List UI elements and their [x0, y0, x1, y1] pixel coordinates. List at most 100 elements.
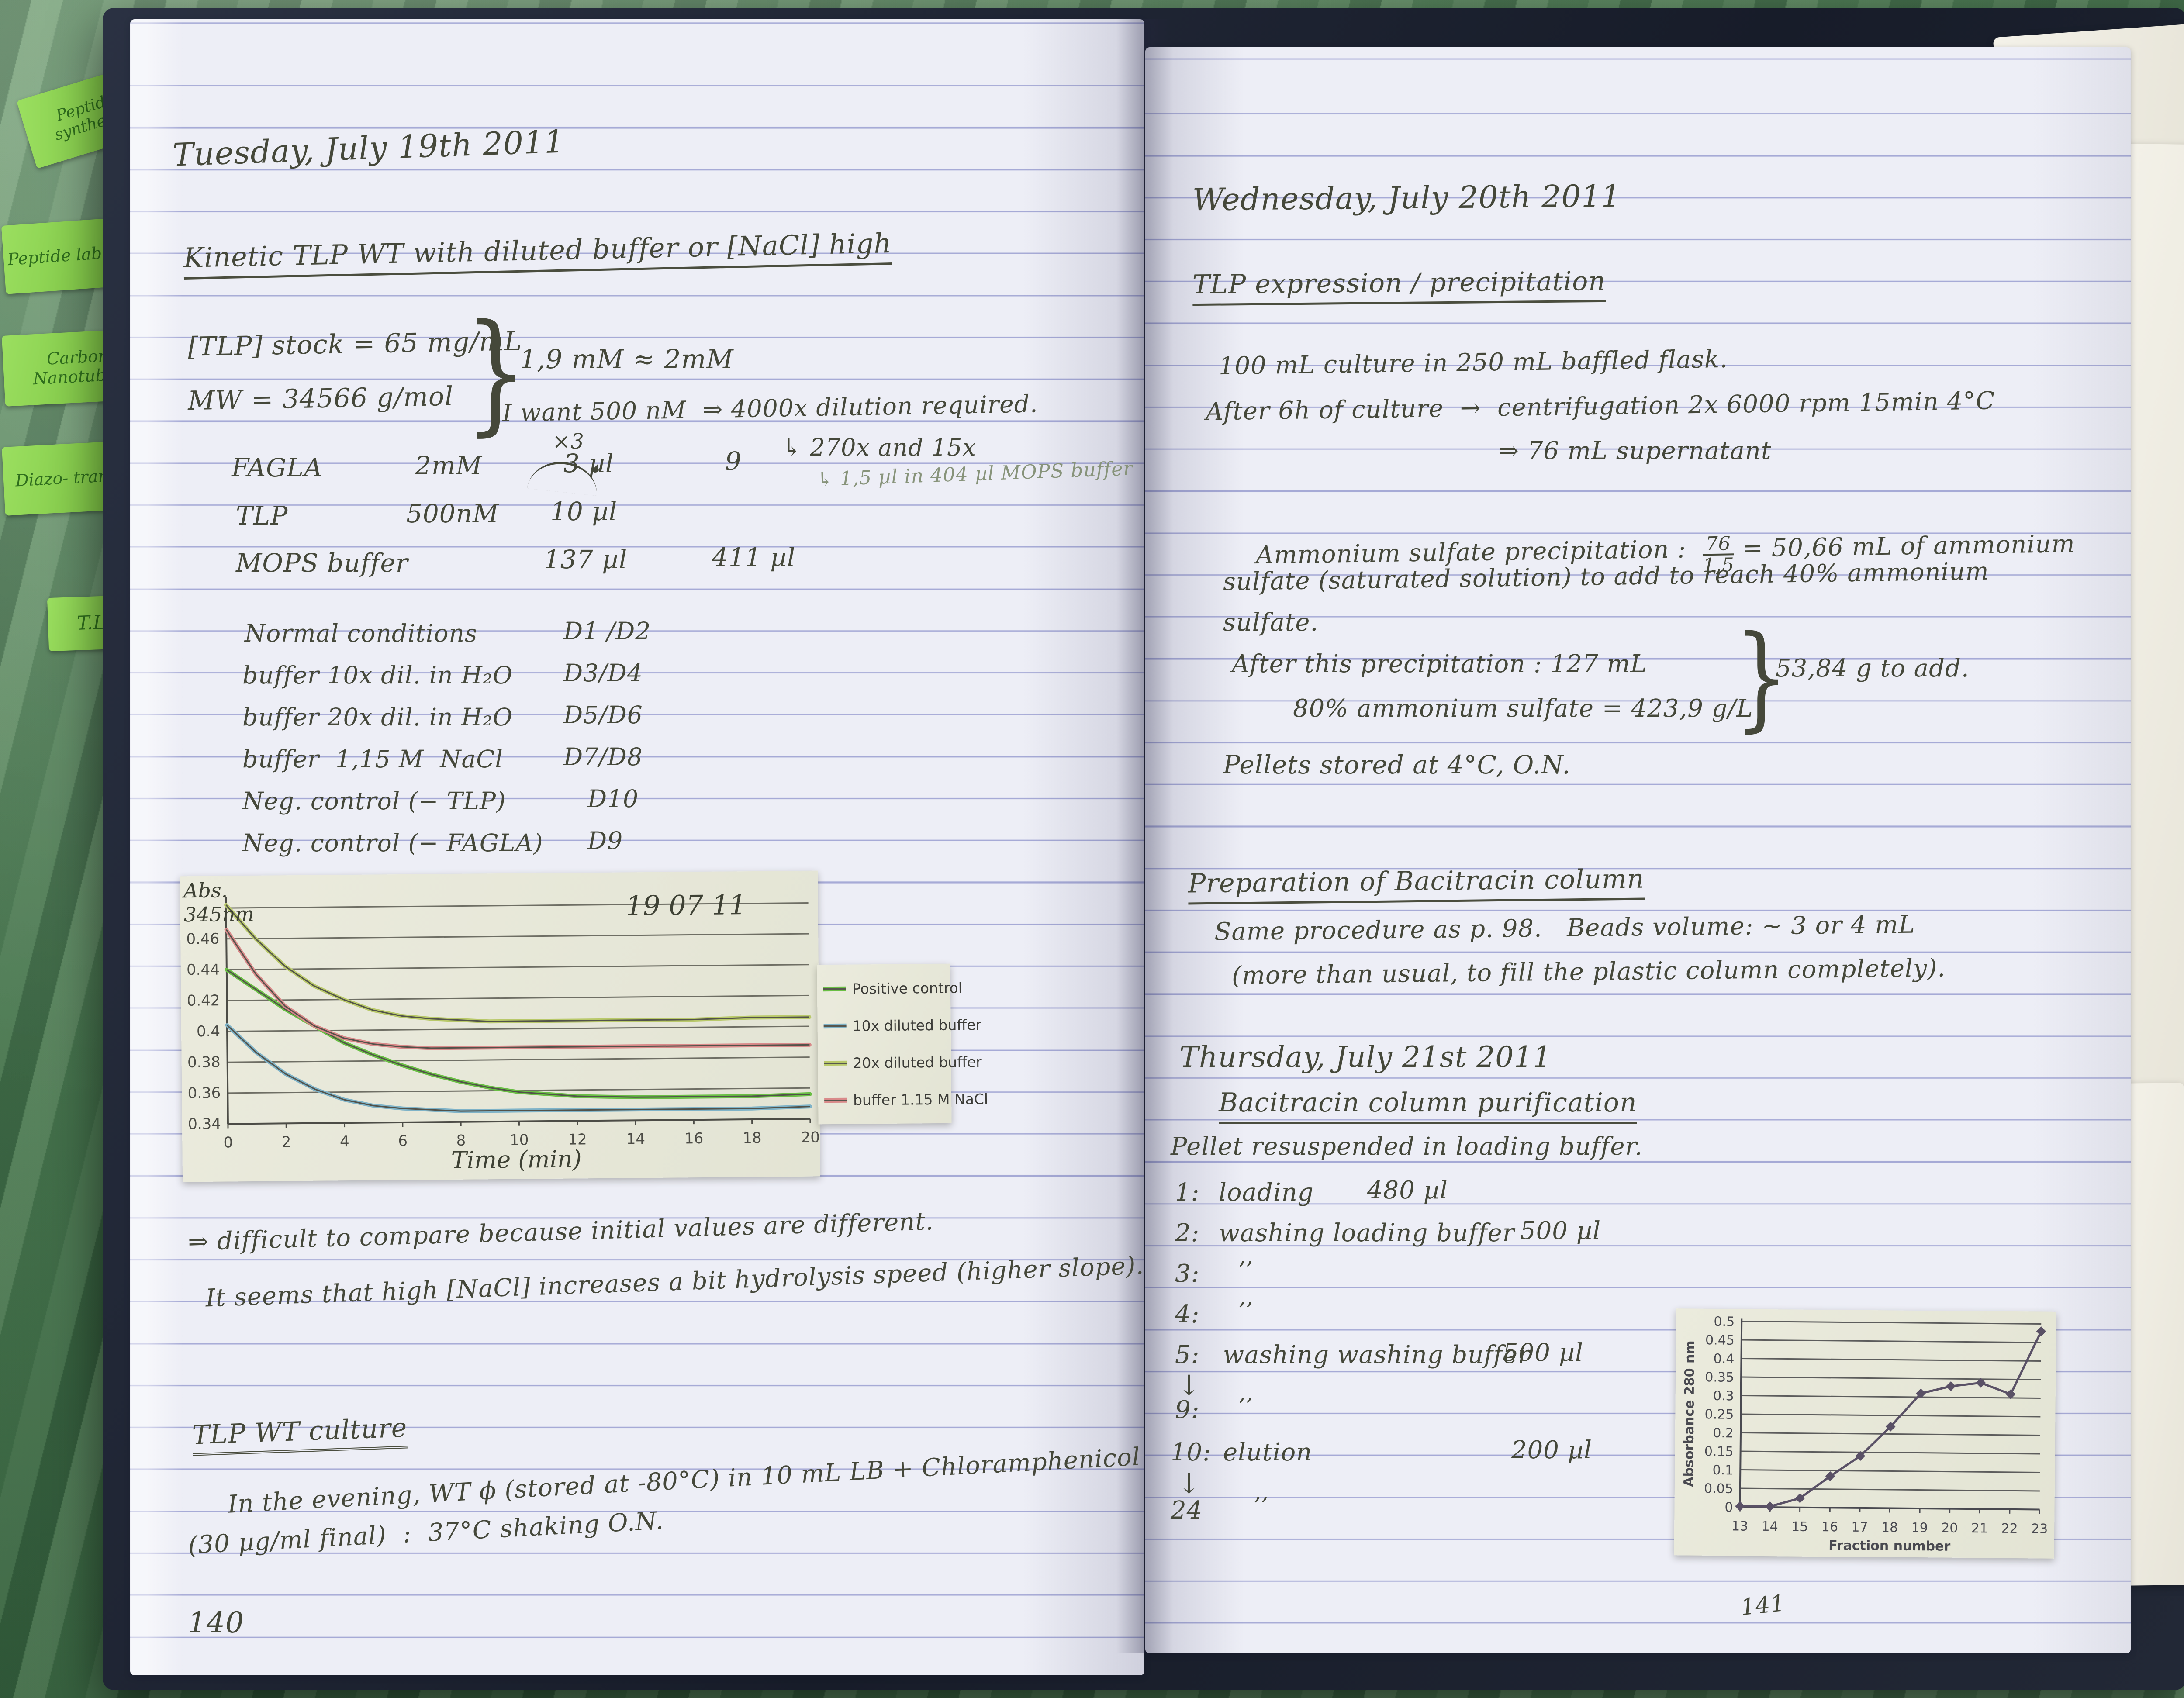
mix-row-vol: 10 µl — [550, 497, 618, 526]
bacitracin-title: Bacitracin column purification — [1219, 1088, 1637, 1124]
times3-label: ×3 — [553, 429, 584, 454]
step-label: washing loading buffer — [1219, 1219, 1515, 1247]
gridline — [1742, 1321, 2042, 1325]
sulfate80-line: 80% ammonium sulfate = 423,9 g/L — [1293, 694, 1753, 723]
kinetics-chart-paper: 0.34 0.36 0.38 0.4 0.42 0.44 0.46 0 2 4 6 8 10 12 14 16… — [180, 870, 821, 1182]
gridline — [227, 1056, 810, 1063]
legend-item: 20x diluted buffer — [824, 1053, 982, 1072]
elution-chart: 0 0.05 0.1 0.15 0.2 0.25 0.3 0.35 0.4 0.45 0.5 13 14… — [1681, 1314, 2048, 1554]
y-tick-label: 0.45 — [1705, 1332, 1735, 1348]
mix-row-name: TLP — [236, 501, 288, 531]
data-point-marker — [2036, 1326, 2046, 1336]
y-tick-label: 0.36 — [187, 1084, 221, 1102]
x-tick-label: 16 — [1821, 1519, 1838, 1535]
x-tick-label: 20 — [801, 1129, 820, 1146]
mix-row-vol: 137 µl — [544, 545, 628, 574]
x-axis — [1740, 1506, 2040, 1511]
data-point-marker — [2005, 1389, 2016, 1399]
x-tick-label: 0 — [223, 1134, 233, 1151]
ammonium-line3: sulfate. — [1223, 608, 1319, 637]
down-arrow: ↓ — [1177, 1370, 1201, 1402]
pellet-resuspended-line: Pellet resuspended in loading buffer. — [1171, 1132, 1643, 1161]
condition-label: Normal conditions — [245, 619, 478, 647]
mix-row-name: FAGLA — [232, 453, 323, 483]
step-num: 5: — [1175, 1341, 1200, 1369]
condition-wells: D5/D6 — [563, 701, 643, 729]
gridline — [226, 964, 809, 970]
legend-label: 20x diluted buffer — [853, 1053, 982, 1072]
x-tick-label: 16 — [684, 1130, 704, 1147]
data-point-marker — [1735, 1501, 1745, 1512]
kinetics-legend-paper: Positive control 10x diluted buffer 20x di… — [817, 963, 988, 1125]
y-tick-label: 0.34 — [188, 1115, 221, 1133]
mix-row-conc: 500nM — [406, 499, 499, 528]
step-label: ’’ — [1238, 1298, 1253, 1323]
step-label: ’’ — [1238, 1257, 1253, 1282]
condition-wells: D1 /D2 — [563, 617, 651, 645]
x-tick-label: 2 — [282, 1133, 291, 1151]
data-point-marker — [1976, 1377, 1986, 1388]
step-vol: 500 µl — [1503, 1339, 1583, 1367]
brace-right: } — [1734, 611, 1789, 743]
x-axis-label: Fraction number — [1828, 1538, 1951, 1554]
expression-line: ⇒ 76 mL supernatant — [1498, 437, 1772, 465]
condition-label: Neg. control (− FAGLA) — [242, 829, 543, 857]
condition-label: buffer 1,15 M NaCl — [242, 745, 503, 773]
x-tick-label: 22 — [2001, 1521, 2018, 1536]
x-tick-label: 19 — [1911, 1520, 1928, 1536]
condition-wells: D10 — [587, 785, 639, 813]
data-point-marker — [1916, 1388, 1926, 1398]
y-tick-label: 0.3 — [1713, 1388, 1734, 1404]
series-line — [1739, 1330, 2042, 1508]
elution-chart-paper: 0 0.05 0.1 0.15 0.2 0.25 0.3 0.35 0.4 0.45 0.5 13 14… — [1674, 1308, 2056, 1559]
y-tick-label: 0.44 — [187, 961, 220, 979]
mix-row-name: MOPS buffer — [236, 548, 408, 578]
gridline — [1741, 1376, 2041, 1380]
y-tick-label: 0.1 — [1712, 1463, 1733, 1478]
gridline — [226, 902, 809, 909]
step-num: 3: — [1175, 1260, 1200, 1288]
data-point-marker — [1885, 1422, 1896, 1432]
chart-legend: Positive control 10x diluted buffer 20x di… — [823, 979, 988, 1109]
mw-line: MW = 34566 g/mol — [187, 381, 454, 417]
step-num: 24 — [1171, 1496, 1203, 1525]
gridline — [1740, 1487, 2040, 1492]
condition-wells: D7/D8 — [563, 743, 643, 771]
right-date: Wednesday, July 20th 2011 — [1192, 178, 1621, 218]
legend-label: buffer 1.15 M NaCl — [853, 1090, 988, 1109]
y-tick-label: 0.5 — [1714, 1314, 1735, 1329]
brace-left: } — [464, 296, 528, 449]
step-num: 4: — [1175, 1300, 1200, 1329]
legend-item: buffer 1.15 M NaCl — [824, 1091, 988, 1109]
data-point-marker — [1855, 1451, 1866, 1461]
down-arrow: ↓ — [1177, 1468, 1201, 1500]
x-tick-label: 17 — [1851, 1520, 1868, 1535]
gridline — [226, 933, 809, 940]
series-line — [225, 1023, 812, 1113]
step-label: ’’ — [1254, 1493, 1268, 1518]
to-add-line: 53,84 g to add. — [1776, 654, 1970, 683]
y-tick-label: 0.38 — [187, 1053, 221, 1071]
y-tick-label: 0.25 — [1704, 1407, 1734, 1422]
step-vol: 200 µl — [1511, 1436, 1592, 1464]
y-tick-label: 0.35 — [1705, 1370, 1734, 1385]
condition-wells: D3/D4 — [563, 659, 643, 687]
x-tick-label: 21 — [1971, 1521, 1988, 1536]
x-tick-label: 13 — [1731, 1519, 1748, 1534]
x-tick-label: 4 — [340, 1133, 349, 1150]
gridline — [1740, 1450, 2040, 1455]
y-tick-label: 0.2 — [1713, 1425, 1734, 1441]
legend-swatch — [823, 986, 846, 992]
y-axis — [1739, 1318, 1743, 1507]
gridline — [1741, 1358, 2041, 1362]
y-tick-label: 0.05 — [1704, 1481, 1733, 1497]
gridline — [227, 994, 809, 1001]
kinetics-xlabel: Time (min) — [451, 1145, 582, 1174]
y-tick-label: 0.4 — [1714, 1351, 1735, 1367]
gridline — [1740, 1432, 2040, 1436]
legend-label: 10x diluted buffer — [852, 1016, 982, 1035]
kinetics-title: 19 07 11 — [625, 889, 747, 922]
notebook-page-left — [130, 19, 1144, 1675]
series-line-core — [225, 929, 810, 1049]
